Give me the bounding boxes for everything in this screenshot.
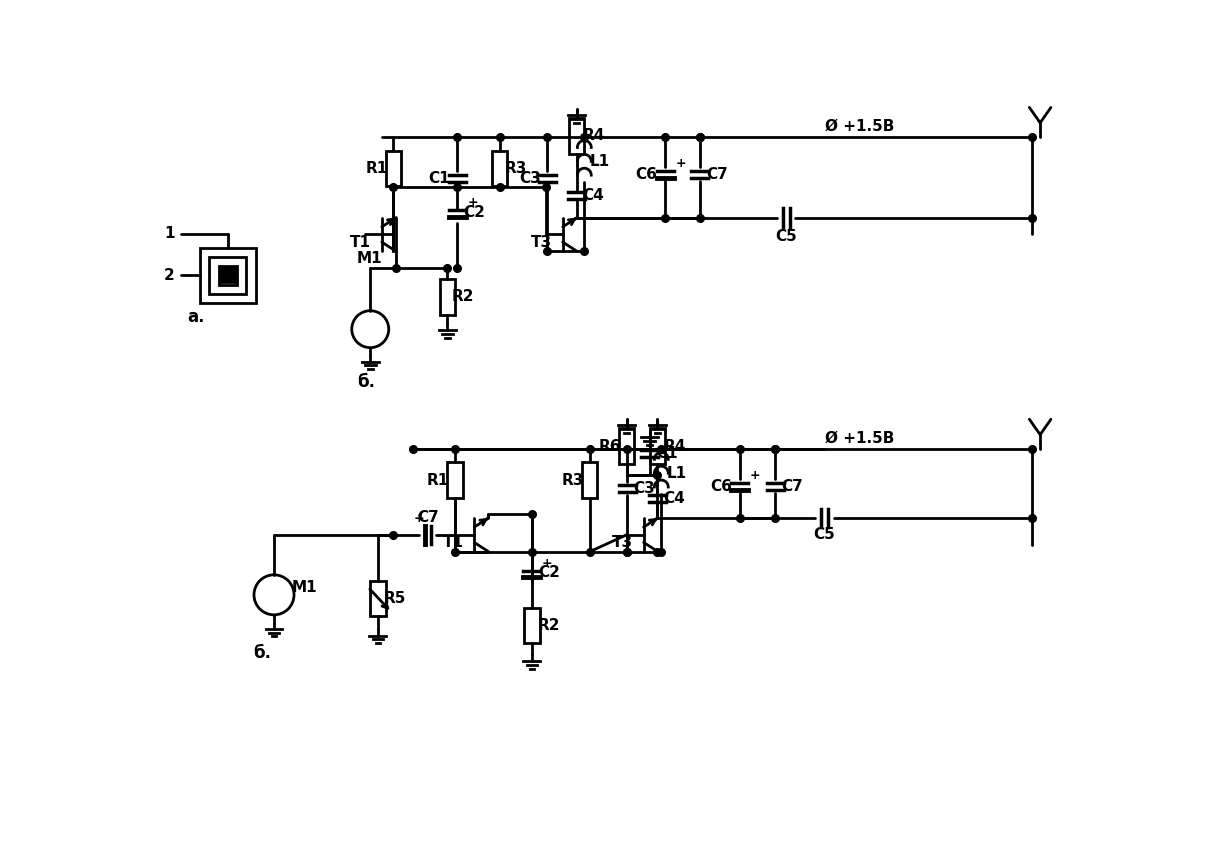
Text: R4: R4 (664, 438, 685, 454)
Text: T1: T1 (351, 235, 371, 249)
Text: C2: C2 (463, 205, 485, 219)
Bar (619, 429, 634, 464)
Bar (650, 429, 665, 464)
Text: R2: R2 (451, 289, 474, 305)
Text: +: + (467, 197, 478, 210)
Text: б.: б. (358, 374, 375, 391)
Text: R3: R3 (562, 473, 583, 488)
Bar (492, 150, 507, 186)
Text: C7: C7 (417, 510, 439, 526)
Bar (370, 581, 386, 616)
Bar (582, 463, 598, 498)
Text: +: + (750, 469, 761, 482)
Text: R3: R3 (505, 161, 526, 176)
Text: +: + (542, 557, 553, 570)
Text: C2: C2 (537, 565, 560, 580)
Text: R4: R4 (582, 129, 605, 143)
Bar (210, 257, 246, 293)
Text: C6: C6 (636, 167, 657, 182)
Bar (218, 266, 237, 285)
Text: C7: C7 (781, 479, 803, 494)
Text: C5: C5 (775, 230, 797, 244)
Text: R1: R1 (365, 161, 387, 176)
Bar (524, 608, 540, 643)
Bar (386, 150, 402, 186)
Text: R1: R1 (427, 473, 449, 488)
Bar (439, 279, 455, 314)
Text: +: + (414, 512, 423, 525)
Text: R6: R6 (598, 438, 621, 454)
Text: M1: M1 (292, 580, 318, 595)
Text: L1: L1 (590, 154, 610, 169)
Text: C3: C3 (519, 171, 541, 186)
Text: C3: C3 (633, 481, 655, 496)
Text: R2: R2 (537, 618, 560, 633)
Bar (569, 118, 585, 154)
Text: T1: T1 (443, 535, 463, 550)
Text: 1: 1 (164, 226, 175, 241)
Text: C4: C4 (664, 491, 685, 506)
Text: Ø +1.5В: Ø +1.5В (825, 118, 894, 134)
Bar (221, 268, 235, 282)
Text: L1: L1 (667, 466, 687, 481)
Text: C1: C1 (656, 445, 678, 461)
Text: T3: T3 (611, 535, 633, 550)
Text: C7: C7 (706, 167, 728, 182)
Text: R5: R5 (383, 591, 406, 606)
Text: M1: M1 (357, 251, 382, 266)
Text: +: + (676, 157, 685, 170)
Text: T3: T3 (531, 235, 552, 249)
Text: Ø +1.5В: Ø +1.5В (825, 431, 894, 445)
Text: C5: C5 (814, 527, 836, 542)
Text: C1: C1 (428, 171, 450, 186)
Text: C6: C6 (711, 479, 733, 494)
Bar (200, 248, 256, 303)
Text: C4: C4 (582, 188, 604, 204)
Text: а.: а. (188, 308, 205, 326)
Bar (448, 463, 462, 498)
Text: 2: 2 (164, 268, 175, 283)
Text: б.: б. (254, 645, 272, 662)
